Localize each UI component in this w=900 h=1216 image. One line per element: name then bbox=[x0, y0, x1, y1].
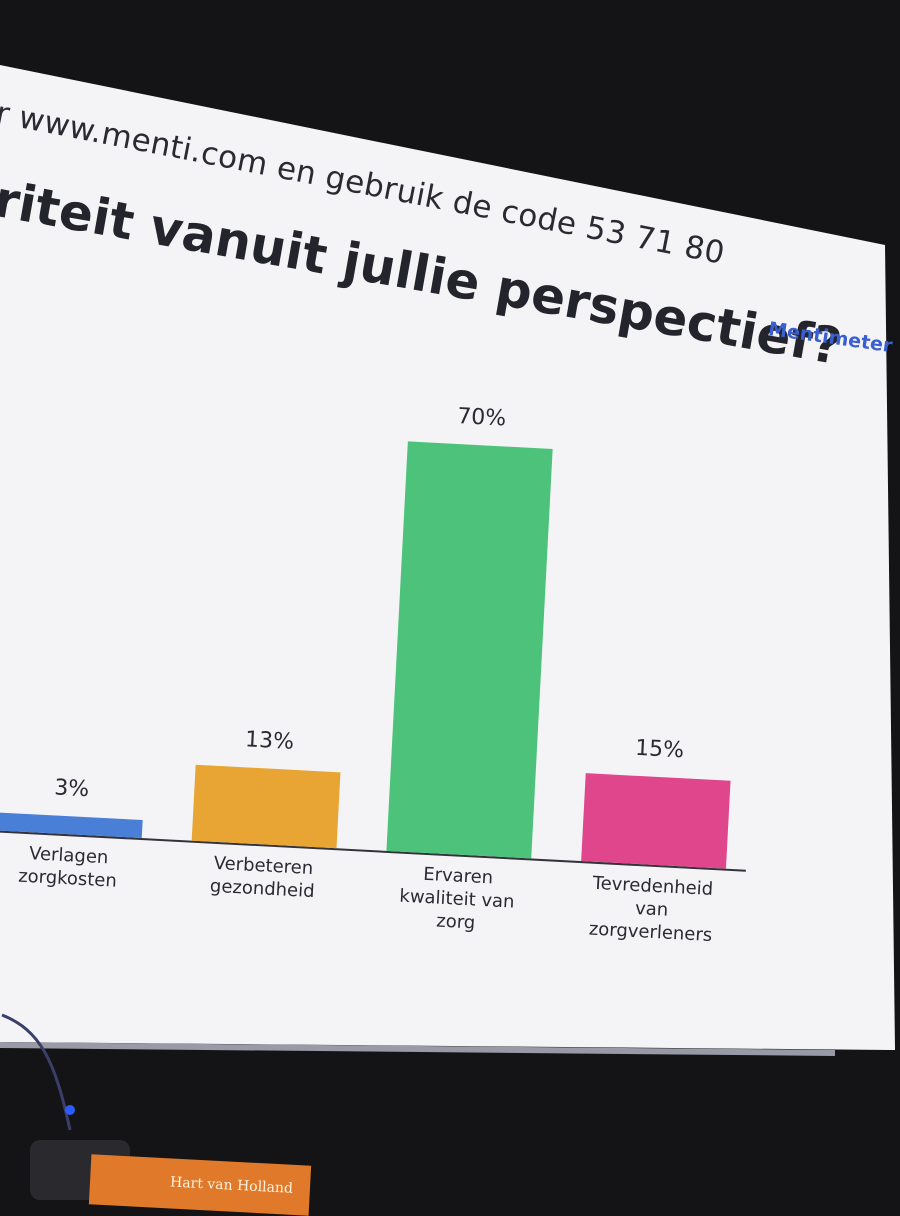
value-label: 3% bbox=[53, 775, 90, 803]
bar bbox=[386, 441, 553, 859]
x-tick-label: Verlagen zorgkosten bbox=[17, 843, 118, 892]
microphone-light bbox=[65, 1105, 75, 1115]
value-label: 13% bbox=[244, 727, 295, 755]
microphone bbox=[1, 1013, 72, 1131]
bar bbox=[191, 764, 341, 849]
slide-edge bbox=[0, 1042, 835, 1056]
bar bbox=[0, 812, 143, 839]
x-tick-label: Ervaren kwaliteit van zorg bbox=[398, 863, 516, 934]
bar bbox=[581, 773, 731, 869]
value-label: 15% bbox=[634, 735, 685, 764]
x-tick-label: Verbeteren gezondheid bbox=[209, 852, 316, 903]
chart: 3% Verlagen zorgkosten 13% Verbeteren gezon… bbox=[0, 390, 779, 990]
x-tick-label: Tevredenheid van zorgverleners bbox=[588, 872, 714, 947]
podium-sign: Hart van Holland bbox=[88, 1154, 312, 1216]
